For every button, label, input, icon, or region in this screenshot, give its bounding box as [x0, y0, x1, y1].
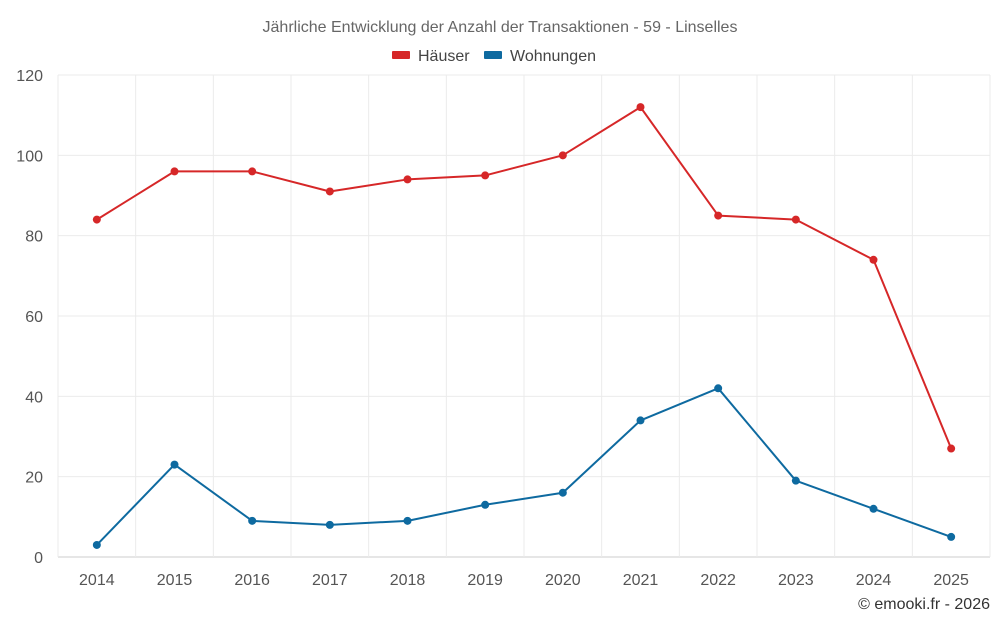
- data-point-wohnungen[interactable]: [869, 504, 878, 513]
- chart-title: Jährliche Entwicklung der Anzahl der Tra…: [263, 19, 738, 36]
- x-axis-ticks: 2014 2015 2016 2017 2018 2019 2020 2021 2022 2023…: [79, 572, 969, 589]
- data-point-wohnungen[interactable]: [636, 416, 645, 425]
- y-tick-label: 80: [25, 229, 43, 246]
- data-point-haeuser[interactable]: [92, 215, 101, 224]
- y-tick-label: 0: [34, 550, 43, 567]
- data-point-wohnungen[interactable]: [481, 500, 490, 509]
- x-tick-label: 2020: [545, 572, 581, 589]
- data-point-haeuser[interactable]: [558, 151, 567, 160]
- data-point-haeuser[interactable]: [636, 103, 645, 112]
- data-point-haeuser[interactable]: [947, 444, 956, 453]
- data-point-wohnungen[interactable]: [248, 516, 257, 525]
- credit-text: © emooki.fr - 2026: [858, 596, 990, 613]
- x-tick-label: 2015: [157, 572, 193, 589]
- y-axis-ticks: 0 20 40 60 80 100 120: [16, 68, 43, 567]
- x-tick-label: 2017: [312, 572, 348, 589]
- data-point-haeuser[interactable]: [714, 211, 723, 220]
- data-point-wohnungen[interactable]: [558, 488, 567, 497]
- data-point-wohnungen[interactable]: [403, 516, 412, 525]
- y-tick-label: 40: [25, 389, 43, 406]
- legend-label-wohnungen: Wohnungen: [510, 48, 596, 65]
- legend-label-haeuser: Häuser: [418, 48, 470, 65]
- series-wohnungen: [92, 384, 956, 549]
- legend-swatch-wohnungen: [484, 51, 502, 59]
- y-tick-label: 120: [16, 68, 43, 85]
- data-point-haeuser[interactable]: [325, 187, 334, 196]
- data-point-wohnungen[interactable]: [170, 460, 179, 469]
- x-tick-label: 2014: [79, 572, 115, 589]
- x-tick-label: 2019: [467, 572, 503, 589]
- legend-swatch-haeuser: [392, 51, 410, 59]
- x-tick-label: 2024: [856, 572, 892, 589]
- data-point-haeuser[interactable]: [791, 215, 800, 224]
- x-tick-label: 2022: [700, 572, 736, 589]
- series-layer: [92, 103, 956, 549]
- x-tick-label: 2025: [933, 572, 969, 589]
- series-haeuser: [92, 103, 956, 453]
- y-tick-label: 60: [25, 309, 43, 326]
- data-point-haeuser[interactable]: [481, 171, 490, 180]
- series-line-haeuser: [96, 106, 953, 449]
- data-point-wohnungen[interactable]: [92, 540, 101, 549]
- data-point-wohnungen[interactable]: [714, 384, 723, 393]
- data-point-wohnungen[interactable]: [791, 476, 800, 485]
- x-tick-label: 2021: [623, 572, 659, 589]
- data-point-haeuser[interactable]: [403, 175, 412, 184]
- series-line-wohnungen: [96, 387, 952, 546]
- data-point-haeuser[interactable]: [248, 167, 257, 176]
- data-point-wohnungen[interactable]: [325, 520, 334, 529]
- legend: Häuser Wohnungen: [392, 48, 596, 65]
- data-point-wohnungen[interactable]: [947, 532, 956, 541]
- data-point-haeuser[interactable]: [170, 167, 179, 176]
- y-tick-label: 100: [16, 148, 43, 165]
- y-tick-label: 20: [25, 470, 43, 487]
- x-tick-label: 2023: [778, 572, 814, 589]
- data-point-haeuser[interactable]: [869, 255, 878, 264]
- grid: [57, 74, 991, 558]
- x-tick-label: 2018: [390, 572, 426, 589]
- x-tick-label: 2016: [234, 572, 270, 589]
